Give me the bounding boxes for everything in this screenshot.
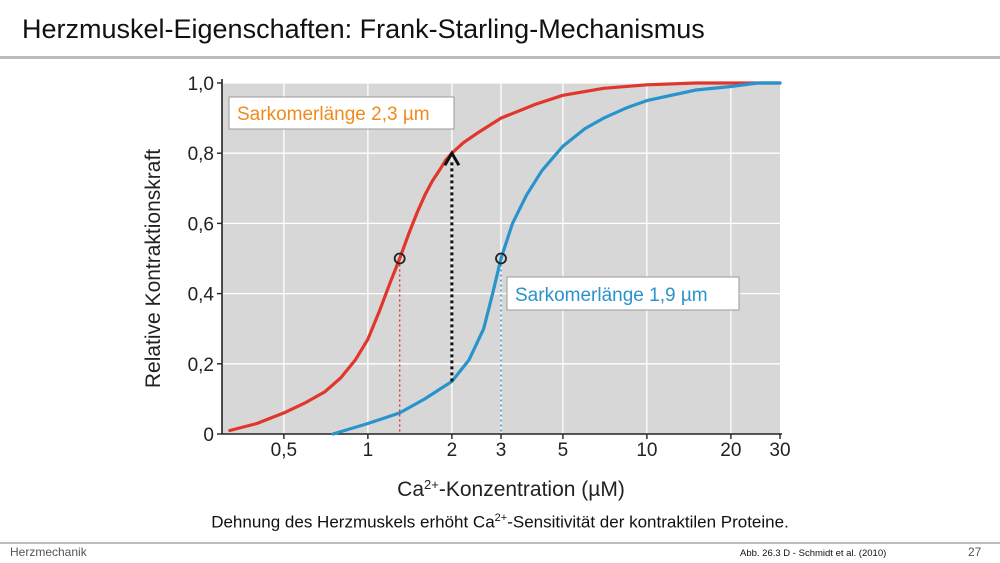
y-tick-label: 1,0	[188, 74, 214, 95]
title-divider	[0, 56, 1000, 59]
footer-divider	[0, 542, 1000, 544]
y-tick-label: 0	[203, 425, 214, 446]
series-line-2	[331, 81, 782, 436]
x-tick-label: 30	[769, 440, 790, 461]
x-tick-label: 20	[720, 440, 741, 461]
x-axis-label: Ca2+-Konzentration (µM)	[397, 477, 625, 502]
series-label-box-2	[506, 276, 740, 311]
footer-section-label: Herzmechanik	[10, 545, 87, 559]
x-tick-label: 3	[496, 440, 507, 461]
y-axis-label: Relative Kontraktionskraft	[142, 149, 165, 388]
x-tick-label: 10	[636, 440, 657, 461]
y-tick-label: 0,8	[188, 144, 214, 165]
y-tick-label: 0,4	[188, 285, 215, 306]
x-tick-label: 1	[363, 440, 374, 461]
y-tick-label: 0,2	[188, 355, 214, 376]
series-label-1: Sarkomerlänge 2,3 µm	[237, 104, 430, 125]
page-number: 27	[968, 545, 982, 559]
x-tick-label: 2	[447, 440, 458, 461]
slide-title: Herzmuskel-Eigenschaften: Frank-Starling…	[22, 14, 705, 44]
footer-source: Abb. 26.3 D - Schmidt et al. (2010)	[740, 548, 887, 559]
half-max-marker	[495, 252, 507, 265]
shift-arrow-head	[443, 150, 461, 166]
y-tick-label: 0,6	[188, 214, 214, 235]
x-tick-label: 5	[558, 440, 569, 461]
half-max-marker	[393, 252, 406, 265]
figure-caption: Dehnung des Herzmuskels erhöht Ca2+-Sens…	[0, 512, 1000, 533]
series-label-box-1	[228, 96, 455, 130]
x-tick-label: 0,5	[271, 440, 297, 461]
caption-text-post: -Sensitivität der kontraktilen Proteine.	[507, 512, 789, 532]
series-label-2: Sarkomerlänge 1,9 µm	[515, 285, 708, 306]
caption-superscript: 2+	[494, 512, 508, 524]
series-line-1	[228, 81, 782, 433]
caption-text-pre: Dehnung des Herzmuskels erhöht Ca	[211, 512, 495, 532]
